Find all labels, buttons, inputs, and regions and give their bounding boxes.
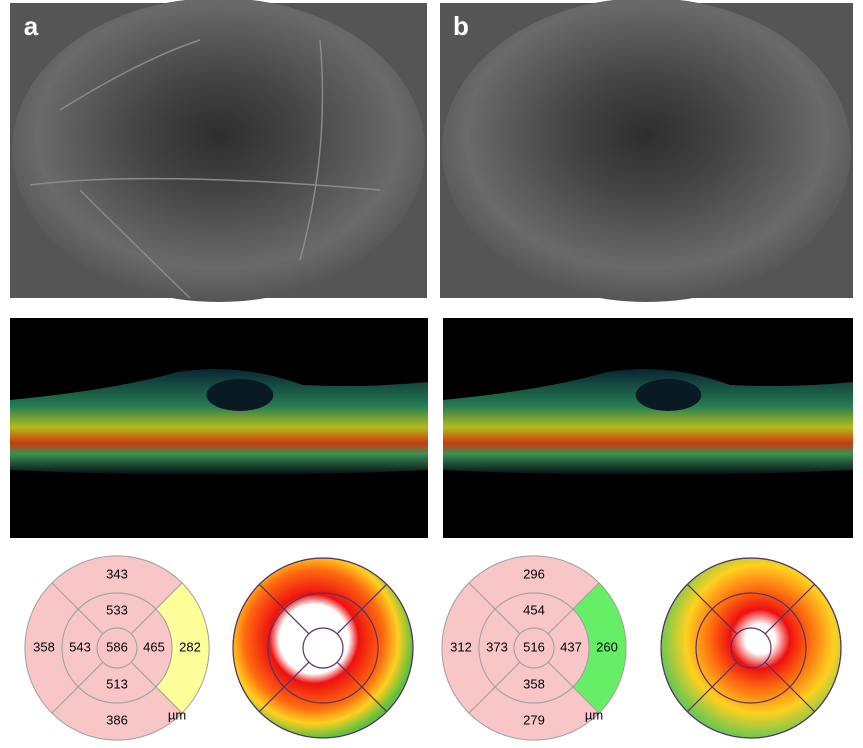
vessel — [59, 39, 201, 111]
inner-value: 437 — [560, 639, 582, 654]
outer-value: 279 — [523, 712, 545, 727]
unit-label: µm — [585, 707, 603, 722]
vessel — [29, 177, 381, 191]
map-spoke — [258, 583, 310, 635]
oct-retina — [443, 368, 853, 475]
map-spoke — [336, 661, 388, 713]
map-ring — [695, 592, 807, 704]
map-ring — [660, 557, 842, 739]
center-sector — [513, 627, 555, 669]
center-value: 586 — [106, 639, 128, 654]
outer-value: 282 — [179, 639, 201, 654]
inner-value: 533 — [106, 602, 128, 617]
center-value: 516 — [523, 639, 545, 654]
map-spoke — [686, 583, 738, 635]
fundus-image — [442, 0, 851, 302]
map-spoke — [764, 661, 816, 713]
panel-label: a — [24, 11, 39, 41]
unit-label: µm — [168, 707, 186, 722]
map-spoke — [764, 583, 816, 635]
panel-label: b — [453, 11, 469, 41]
outer-value: 358 — [33, 639, 55, 654]
inner-value: 454 — [523, 602, 545, 617]
center-sector — [96, 627, 138, 669]
inner-value: 465 — [143, 639, 165, 654]
outer-value: 312 — [450, 639, 472, 654]
inner-value: 513 — [106, 676, 128, 691]
map-ring — [267, 592, 379, 704]
inner-value: 543 — [69, 639, 91, 654]
oct-cyst — [635, 379, 702, 411]
outer-value: 343 — [106, 566, 128, 581]
oct-retina — [10, 368, 428, 475]
inner-value: 358 — [523, 676, 545, 691]
oct-cyst — [206, 379, 274, 411]
vessel — [299, 39, 324, 261]
vessel — [79, 189, 191, 299]
map-ring — [730, 627, 772, 669]
map-ring — [302, 627, 344, 669]
outer-value: 386 — [106, 712, 128, 727]
outer-value: 296 — [523, 566, 545, 581]
map-ring — [232, 557, 414, 739]
map-spoke — [336, 583, 388, 635]
inner-value: 373 — [486, 639, 508, 654]
fundus-image — [12, 0, 425, 302]
map-spoke — [686, 661, 738, 713]
map-spoke — [258, 661, 310, 713]
outer-value: 260 — [596, 639, 618, 654]
